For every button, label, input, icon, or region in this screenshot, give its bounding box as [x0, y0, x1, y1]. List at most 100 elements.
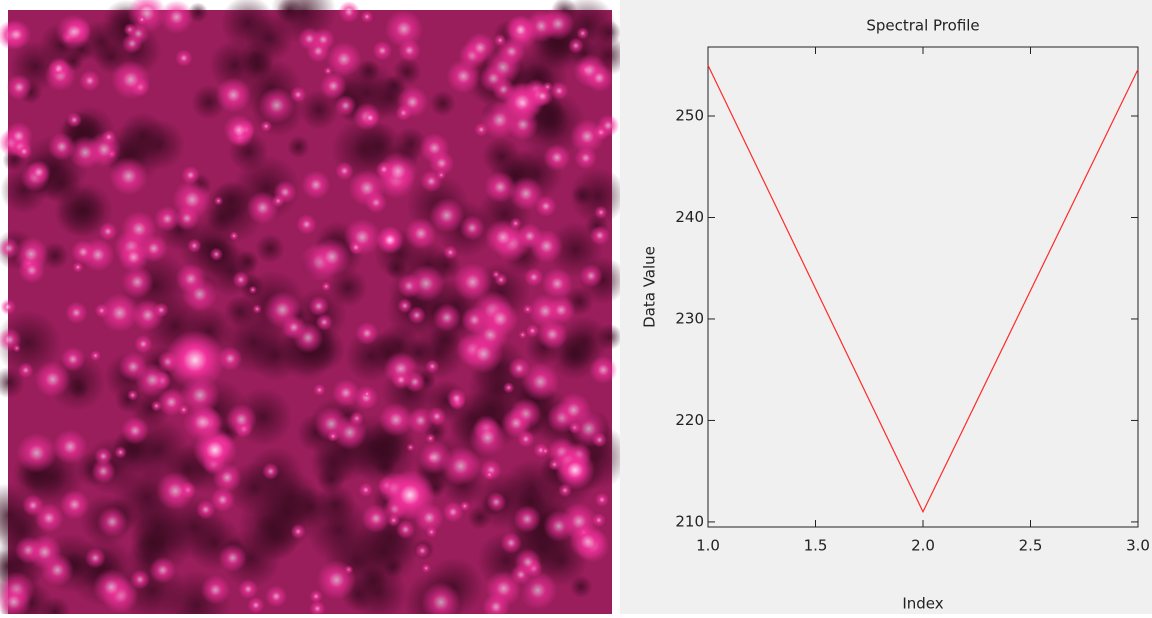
texture-bright — [17, 362, 34, 378]
texture-bright — [579, 264, 603, 288]
texture-bright — [362, 389, 372, 399]
texture-bright — [547, 295, 576, 325]
texture-bright — [465, 32, 496, 64]
texture-bright — [72, 261, 84, 273]
texture-bright — [503, 382, 515, 394]
texture-bright — [396, 520, 416, 539]
texture-bright — [313, 237, 352, 276]
texture-bright — [90, 458, 116, 484]
texture-bright — [68, 135, 102, 170]
texture-bright — [484, 470, 495, 480]
texture-bright — [159, 0, 194, 34]
texture-bright — [101, 129, 117, 145]
texture-dark — [429, 90, 456, 117]
texture-bright — [425, 359, 440, 374]
texture-bright — [474, 122, 489, 137]
texture-bright — [316, 560, 357, 600]
texture-dark — [357, 59, 381, 82]
x-tick-label: 2.0 — [911, 537, 935, 555]
texture-bright — [334, 94, 357, 117]
texture-bright — [313, 383, 326, 396]
texture-bright — [596, 114, 620, 137]
texture-bright — [459, 500, 470, 512]
texture-bright — [493, 33, 507, 47]
texture-bright — [407, 407, 434, 434]
texture-bright — [375, 161, 393, 178]
texture-bright — [232, 271, 250, 289]
texture-bright — [440, 446, 481, 486]
texture-dark — [221, 528, 281, 589]
texture-bright — [378, 402, 414, 437]
texture-bright — [421, 582, 461, 618]
texture-bright — [98, 222, 118, 241]
texture-dark — [392, 57, 422, 86]
texture-bright — [384, 9, 423, 48]
texture-bright — [157, 388, 186, 417]
texture-dark — [374, 456, 396, 477]
texture-bright — [34, 503, 64, 533]
texture-bright — [229, 231, 239, 241]
texture-dark — [596, 20, 622, 46]
texture-bright — [332, 415, 368, 450]
texture-bright — [524, 267, 544, 287]
texture-bright — [500, 532, 522, 554]
texture-bright — [200, 575, 231, 605]
texture-bright — [486, 491, 507, 513]
x-tick-label: 1.5 — [804, 537, 828, 555]
texture-bright — [549, 81, 569, 101]
chart-title: Spectral Profile — [866, 17, 979, 35]
texture-bright — [335, 161, 354, 180]
texture-bright — [48, 57, 70, 80]
texture-bright — [41, 553, 74, 587]
texture-bright — [263, 290, 302, 329]
image — [0, 0, 630, 618]
y-tick-label: 220 — [675, 411, 704, 429]
texture-bright — [225, 403, 257, 435]
texture-bright — [541, 7, 575, 41]
texture-dark — [367, 431, 396, 460]
x-axis-label: Index — [902, 595, 943, 613]
texture-bright — [153, 302, 169, 318]
texture-dark — [249, 329, 302, 382]
texture-dark — [287, 135, 310, 159]
texture-bright — [135, 362, 170, 398]
texture-bright — [482, 593, 510, 618]
texture-bright — [360, 10, 374, 23]
texture-bright — [121, 416, 150, 445]
texture-bright — [570, 119, 605, 154]
texture-bright — [296, 214, 317, 235]
texture-bright — [405, 217, 437, 250]
texture-bright — [292, 322, 324, 354]
texture-bright — [309, 589, 323, 603]
texture-bright — [0, 299, 17, 315]
texture-bright — [429, 197, 465, 234]
texture-bright — [149, 556, 177, 584]
texture-bright — [372, 40, 393, 61]
texture-highlight — [385, 470, 435, 520]
texture-bright — [398, 39, 421, 62]
texture-bright — [464, 334, 504, 374]
y-tick-label: 210 — [675, 512, 704, 530]
texture-bright — [260, 120, 272, 133]
y-tick-label: 250 — [675, 107, 704, 125]
texture-dark — [305, 496, 372, 563]
texture-bright — [301, 170, 331, 200]
texture-bright — [442, 501, 464, 523]
texture-bright — [16, 433, 57, 474]
texture-bright — [406, 443, 415, 452]
texture-bright — [407, 306, 426, 325]
texture-bright — [223, 114, 255, 146]
texture-bright — [481, 300, 519, 338]
texture-bright — [591, 432, 608, 448]
texture-bright — [60, 346, 86, 372]
texture-bright — [518, 330, 527, 339]
texture-bright — [569, 523, 606, 560]
texture-bright — [446, 388, 467, 409]
texture-bright — [306, 39, 330, 63]
texture-bright — [100, 293, 140, 333]
texture-dark — [0, 309, 62, 377]
texture-bright — [96, 506, 128, 538]
texture-bright — [209, 247, 224, 261]
texture-bright — [90, 350, 101, 361]
